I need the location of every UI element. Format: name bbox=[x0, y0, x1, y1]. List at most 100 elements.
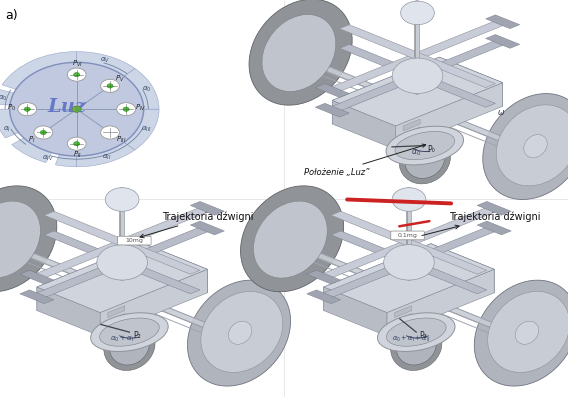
Polygon shape bbox=[327, 20, 508, 93]
Polygon shape bbox=[315, 84, 349, 97]
Text: d): d) bbox=[284, 200, 297, 214]
Polygon shape bbox=[431, 244, 494, 293]
Text: 0.1mg: 0.1mg bbox=[398, 233, 417, 238]
Circle shape bbox=[10, 62, 144, 156]
Polygon shape bbox=[340, 44, 495, 107]
Polygon shape bbox=[327, 39, 508, 112]
Circle shape bbox=[74, 142, 80, 146]
Ellipse shape bbox=[386, 318, 446, 346]
Text: Trajektoria dźwigni: Trajektoria dźwigni bbox=[140, 212, 253, 238]
Text: $P_{IV}$: $P_{IV}$ bbox=[135, 103, 146, 113]
Text: $P_V$: $P_V$ bbox=[115, 73, 125, 84]
Text: $P_{III}$: $P_{III}$ bbox=[116, 135, 127, 145]
Polygon shape bbox=[44, 211, 200, 274]
Polygon shape bbox=[319, 226, 499, 299]
Polygon shape bbox=[332, 100, 395, 150]
Polygon shape bbox=[100, 269, 207, 336]
Ellipse shape bbox=[249, 0, 352, 105]
Wedge shape bbox=[77, 52, 135, 76]
Polygon shape bbox=[340, 25, 495, 88]
Ellipse shape bbox=[0, 186, 57, 292]
Circle shape bbox=[400, 1, 435, 25]
Polygon shape bbox=[32, 226, 212, 299]
Text: $\alpha_V$: $\alpha_V$ bbox=[100, 56, 110, 65]
Ellipse shape bbox=[395, 131, 454, 160]
Polygon shape bbox=[395, 306, 412, 318]
Wedge shape bbox=[2, 52, 77, 90]
Text: Luz: Luz bbox=[48, 98, 86, 116]
Text: Położenie „Luz”: Położenie „Luz” bbox=[304, 144, 425, 177]
Circle shape bbox=[123, 107, 129, 111]
Text: Trajektoria dźwigni: Trajektoria dźwigni bbox=[422, 212, 540, 235]
Wedge shape bbox=[0, 109, 19, 138]
Text: $P_I$: $P_I$ bbox=[28, 135, 36, 145]
Ellipse shape bbox=[474, 280, 568, 386]
Ellipse shape bbox=[378, 313, 455, 351]
Polygon shape bbox=[190, 201, 224, 215]
Circle shape bbox=[18, 103, 37, 116]
Text: $P_{VI}$: $P_{VI}$ bbox=[72, 59, 83, 69]
Circle shape bbox=[24, 107, 30, 111]
Ellipse shape bbox=[396, 327, 436, 365]
Text: $\alpha_0$: $\alpha_0$ bbox=[411, 147, 421, 158]
Polygon shape bbox=[108, 314, 125, 326]
Circle shape bbox=[74, 73, 80, 77]
Text: $\alpha_0+\alpha_I$: $\alpha_0+\alpha_I$ bbox=[110, 334, 134, 344]
Ellipse shape bbox=[483, 94, 568, 199]
Ellipse shape bbox=[515, 321, 538, 344]
Circle shape bbox=[101, 79, 119, 93]
Text: a): a) bbox=[6, 9, 18, 22]
Text: $\alpha_0+\alpha_I+\alpha_{II}$: $\alpha_0+\alpha_I+\alpha_{II}$ bbox=[392, 334, 431, 344]
Text: P₂: P₂ bbox=[133, 331, 141, 340]
Ellipse shape bbox=[99, 318, 159, 346]
Polygon shape bbox=[307, 290, 341, 304]
Text: $P_0$: $P_0$ bbox=[7, 103, 16, 113]
Polygon shape bbox=[486, 15, 520, 29]
Ellipse shape bbox=[262, 15, 336, 91]
Polygon shape bbox=[324, 244, 494, 312]
Circle shape bbox=[383, 245, 435, 280]
Ellipse shape bbox=[201, 291, 283, 372]
Polygon shape bbox=[387, 269, 494, 336]
Ellipse shape bbox=[253, 201, 327, 278]
Wedge shape bbox=[124, 68, 159, 109]
Wedge shape bbox=[124, 109, 159, 150]
Text: $\alpha_{IV}$: $\alpha_{IV}$ bbox=[43, 154, 54, 163]
Polygon shape bbox=[324, 244, 431, 310]
Circle shape bbox=[107, 84, 113, 88]
Text: c): c) bbox=[6, 200, 18, 214]
Ellipse shape bbox=[524, 135, 547, 158]
Polygon shape bbox=[395, 83, 503, 150]
Circle shape bbox=[392, 58, 443, 93]
Polygon shape bbox=[20, 270, 54, 284]
Polygon shape bbox=[331, 211, 487, 274]
Polygon shape bbox=[319, 206, 499, 279]
Polygon shape bbox=[440, 57, 503, 106]
Ellipse shape bbox=[399, 135, 450, 184]
Polygon shape bbox=[283, 241, 534, 343]
Circle shape bbox=[72, 106, 81, 112]
Polygon shape bbox=[477, 201, 511, 215]
Circle shape bbox=[40, 130, 47, 135]
Circle shape bbox=[97, 245, 148, 280]
Text: $\alpha_0$: $\alpha_0$ bbox=[142, 85, 152, 94]
Polygon shape bbox=[403, 119, 420, 131]
Polygon shape bbox=[477, 221, 511, 235]
Polygon shape bbox=[315, 103, 349, 117]
Text: P₀: P₀ bbox=[428, 145, 436, 154]
Polygon shape bbox=[324, 287, 387, 336]
Polygon shape bbox=[292, 55, 543, 156]
Text: $\alpha_{II}$: $\alpha_{II}$ bbox=[102, 153, 111, 162]
Polygon shape bbox=[32, 206, 212, 279]
Polygon shape bbox=[37, 287, 100, 336]
Wedge shape bbox=[55, 154, 77, 167]
FancyBboxPatch shape bbox=[118, 236, 151, 245]
Circle shape bbox=[34, 126, 53, 139]
Text: $P_{II}$: $P_{II}$ bbox=[73, 149, 82, 160]
Circle shape bbox=[67, 137, 86, 150]
Text: $\alpha_{III}$: $\alpha_{III}$ bbox=[141, 124, 152, 133]
Text: $\alpha_0$: $\alpha_0$ bbox=[0, 94, 7, 103]
Polygon shape bbox=[486, 35, 520, 48]
Ellipse shape bbox=[104, 321, 155, 370]
Text: 10mg: 10mg bbox=[126, 238, 144, 243]
